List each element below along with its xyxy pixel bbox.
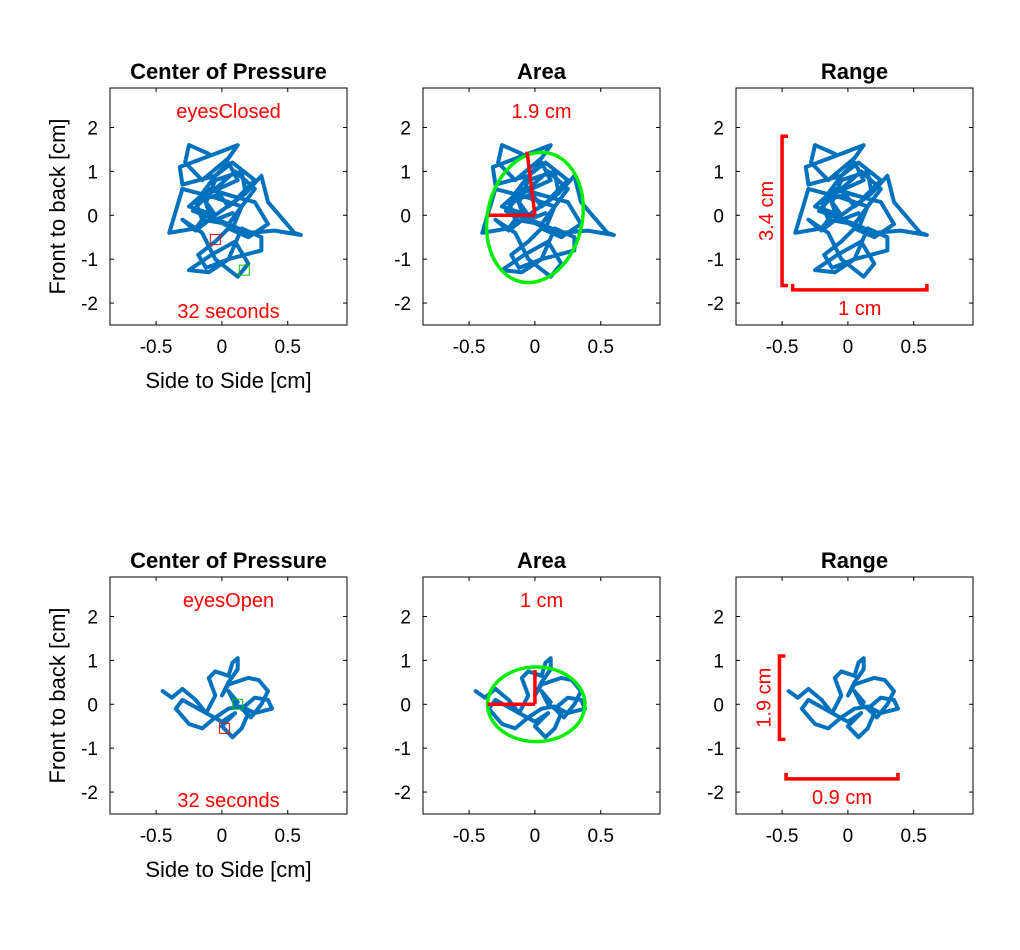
y-tick-label: 0 xyxy=(713,695,724,716)
x-tick-label: -0.5 xyxy=(766,826,799,847)
y-tick-label: -2 xyxy=(81,294,98,315)
y-tick-label: -1 xyxy=(81,739,98,760)
subplot-title: Range xyxy=(821,548,888,573)
end-marker xyxy=(232,698,244,710)
subplot-1-0: -0.5 0 0.5 2 1 0 -1 -2 Center of Pressure Side to… xyxy=(45,548,348,882)
subplot-title: Area xyxy=(517,59,567,84)
subplot-1-1: -0.5 0 0.5 2 1 0 -1 -2 Area 1 cm xyxy=(394,548,661,847)
y-tick-label: -1 xyxy=(707,739,724,760)
y-tick-label: 0 xyxy=(400,695,411,716)
y-tick-label: 2 xyxy=(713,119,724,140)
y-tick-label: -2 xyxy=(707,783,724,804)
condition-label: eyesClosed xyxy=(176,101,281,123)
duration-label: 32 seconds xyxy=(177,301,279,323)
y-tick-label: 1 xyxy=(400,162,411,183)
duration-label: 32 seconds xyxy=(177,790,279,812)
y-tick-label: 1 xyxy=(87,651,98,672)
cop-trace-line xyxy=(793,143,929,279)
y-tick-label: 0 xyxy=(87,206,98,227)
x-tick-label: 0.5 xyxy=(588,826,614,847)
y-tick-label: -1 xyxy=(707,250,724,271)
cop-trace-line xyxy=(480,143,616,279)
subplot-0-1: -0.5 0 0.5 2 1 0 -1 -2 Area 1.9 cm xyxy=(394,59,661,358)
y-tick-label: -2 xyxy=(394,294,411,315)
x-tick-label: 0 xyxy=(843,826,854,847)
subplot-1-2: -0.5 0 0.5 2 1 0 -1 -2 Range 0.9 cm 1.9 cm xyxy=(707,548,974,847)
x-tick-label: -0.5 xyxy=(766,337,799,358)
y-tick-label: 2 xyxy=(87,119,98,140)
y-tick-label: 1 xyxy=(400,651,411,672)
area-value-label: 1.9 cm xyxy=(511,101,571,123)
x-tick-label: 0.5 xyxy=(275,337,301,358)
x-range-label: 0.9 cm xyxy=(812,787,872,809)
x-tick-label: 0 xyxy=(530,337,541,358)
y-axis-label: Front to back [cm] xyxy=(45,607,70,783)
y-tick-label: -2 xyxy=(81,783,98,804)
y-range-bracket xyxy=(780,134,789,288)
y-tick-label: 1 xyxy=(713,651,724,672)
y-tick-label: -1 xyxy=(394,739,411,760)
x-range-bracket xyxy=(784,772,900,781)
y-tick-label: -2 xyxy=(394,783,411,804)
y-tick-label: 2 xyxy=(400,608,411,629)
subplot-0-0: -0.5 0 0.5 2 1 0 -1 -2 Center of Pressure Side to… xyxy=(45,59,348,393)
x-axis-label: Side to Side [cm] xyxy=(145,368,311,393)
y-tick-label: 1 xyxy=(87,162,98,183)
x-tick-label: 0.5 xyxy=(901,337,927,358)
x-range-bracket xyxy=(790,283,929,292)
y-tick-label: -1 xyxy=(81,250,98,271)
y-tick-label: 0 xyxy=(87,695,98,716)
y-axis-label: Front to back [cm] xyxy=(45,118,70,294)
x-tick-label: 0 xyxy=(530,826,541,847)
y-tick-label: 0 xyxy=(713,206,724,227)
x-tick-label: 0 xyxy=(217,826,228,847)
cop-trace-line xyxy=(473,656,587,740)
subplot-title: Range xyxy=(821,59,888,84)
x-tick-label: -0.5 xyxy=(453,337,486,358)
y-tick-label: 1 xyxy=(713,162,724,183)
area-value-label: 1 cm xyxy=(520,590,563,612)
condition-label: eyesOpen xyxy=(183,590,274,612)
ellipse-axis-line xyxy=(525,151,537,216)
confidence-ellipse xyxy=(484,150,586,285)
subplot-0-2: -0.5 0 0.5 2 1 0 -1 -2 Range 1 cm 3.4 cm xyxy=(707,59,974,358)
y-tick-label: 0 xyxy=(400,206,411,227)
cop-trace-line xyxy=(786,656,900,740)
x-tick-label: 0 xyxy=(217,337,228,358)
x-tick-label: 0 xyxy=(843,337,854,358)
x-tick-label: 0.5 xyxy=(275,826,301,847)
subplot-title: Center of Pressure xyxy=(130,59,327,84)
cop-trace-line xyxy=(167,143,303,279)
start-marker xyxy=(219,722,231,734)
start-marker xyxy=(209,233,221,245)
y-range-bracket xyxy=(777,654,786,742)
x-tick-label: 0.5 xyxy=(901,826,927,847)
y-tick-label: 2 xyxy=(713,608,724,629)
x-range-label: 1 cm xyxy=(838,298,881,320)
cop-trace-line xyxy=(160,656,274,740)
y-tick-label: 2 xyxy=(400,119,411,140)
y-tick-label: 2 xyxy=(87,608,98,629)
end-marker xyxy=(238,264,250,276)
x-tick-label: -0.5 xyxy=(453,826,486,847)
x-tick-label: -0.5 xyxy=(140,826,173,847)
y-tick-label: -1 xyxy=(394,250,411,271)
y-tick-label: -2 xyxy=(707,294,724,315)
y-range-label: 1.9 cm xyxy=(753,668,775,728)
y-range-label: 3.4 cm xyxy=(756,181,778,241)
x-tick-label: 0.5 xyxy=(588,337,614,358)
subplot-title: Area xyxy=(517,548,567,573)
subplot-title: Center of Pressure xyxy=(130,548,327,573)
x-axis-label: Side to Side [cm] xyxy=(145,857,311,882)
x-tick-label: -0.5 xyxy=(140,337,173,358)
